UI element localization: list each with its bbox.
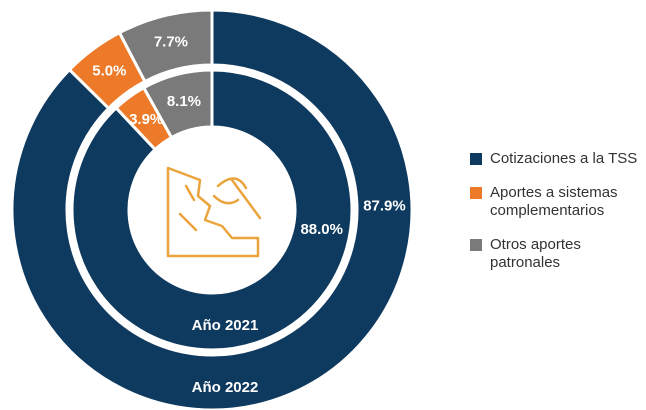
legend: Cotizaciones a la TSS Aportes a sistemas … [470, 150, 640, 288]
ring-label: Año 2022 [192, 379, 259, 396]
legend-swatch [470, 187, 482, 199]
value-label: 88.0% [300, 221, 343, 238]
slice [117, 8, 214, 84]
legend-item: Aportes a sistemas complementarios [470, 184, 640, 220]
legend-label: Otros aportes patronales [490, 236, 581, 271]
labels: 87.9% 5.0% 7.7% Año 2022 88.0% 3.9%8.1% Año 20… [92, 33, 405, 396]
legend-label: Aportes a sistemas complementarios [490, 184, 618, 219]
legend-item: Cotizaciones a la TSS [470, 150, 640, 168]
center-icon [166, 166, 262, 258]
slice [70, 68, 354, 352]
value-label: 87.9% [363, 197, 406, 214]
value-label: 8.1% [167, 93, 201, 110]
center [132, 130, 292, 290]
legend-swatch [470, 153, 482, 165]
legend-swatch [470, 239, 482, 251]
slice [10, 8, 414, 410]
ring-label: Año 2021 [192, 317, 259, 334]
legend-item: Otros aportes patronales [470, 236, 640, 272]
value-label: 5.0% [92, 62, 126, 79]
rings [10, 8, 414, 410]
legend-label: Cotizaciones a la TSS [490, 150, 638, 167]
value-label: 7.7% [154, 33, 188, 50]
slice [141, 68, 214, 140]
value-label: 3.9% [129, 111, 163, 128]
